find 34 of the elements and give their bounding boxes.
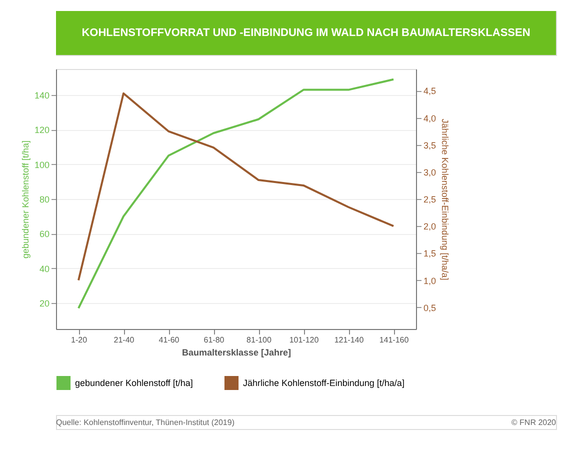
line-series (78, 78, 394, 310)
x-tick-label: 141-160 (379, 336, 410, 344)
x-axis-title: Baumaltersklasse [Jahre] (182, 348, 292, 358)
x-tick-label: 1-20 (70, 336, 88, 344)
y2-tick-label: 0,5 (424, 302, 436, 313)
source-note: Quelle: Kohlenstoffinventur, Thünen-Institut (2019) (56, 418, 235, 427)
y2-tick-label: 4,0 (424, 113, 436, 124)
x-tick-label: 81-100 (246, 336, 272, 344)
y2-tick-label: 2,5 (424, 194, 436, 204)
y-tick-label: 140 (34, 90, 50, 100)
y2-tick-label: 2,0 (424, 222, 436, 232)
y2-tick-label: 3,0 (424, 167, 436, 178)
x-tick-label: 21-40 (114, 336, 135, 344)
y2-tick-label: 1,5 (424, 248, 436, 259)
y-axis-title: gebundener Kohlenstoff [t/ha] (20, 140, 30, 258)
y2-axis-title: Jährliche Kohlenstoff-Einbindung [t/ha/a] (440, 118, 450, 280)
legend-label: gebundener Kohlenstoff [t/ha] (75, 378, 193, 388)
x-tick-label: 61-80 (204, 336, 225, 344)
line-series (78, 92, 394, 282)
x-tick-label: 101-120 (289, 336, 320, 344)
x-tick-label: 41-60 (158, 336, 180, 344)
y-tick-label: 80 (39, 194, 50, 204)
x-tick-label: 121-140 (334, 336, 364, 344)
y2-tick-label: 1,0 (424, 276, 436, 286)
y-tick-label: 20 (39, 298, 50, 308)
legend-label: Jährliche Kohlenstoff-Einbindung [t/ha/a] (243, 378, 404, 388)
chart-title: KOHLENSTOFFVORRAT UND -EINBINDUNG IM WALD NACH BAUMALTERSKLASSEN (82, 27, 530, 39)
y2-tick-label: 4,5 (424, 86, 436, 96)
y2-tick-label: 3,5 (424, 140, 436, 150)
text: © FNR 2020 (511, 418, 557, 427)
y-tick-label: 40 (39, 264, 50, 274)
y-tick-label: 100 (34, 160, 50, 170)
y-tick-label: 60 (39, 229, 50, 240)
y-tick-label: 120 (34, 125, 50, 136)
